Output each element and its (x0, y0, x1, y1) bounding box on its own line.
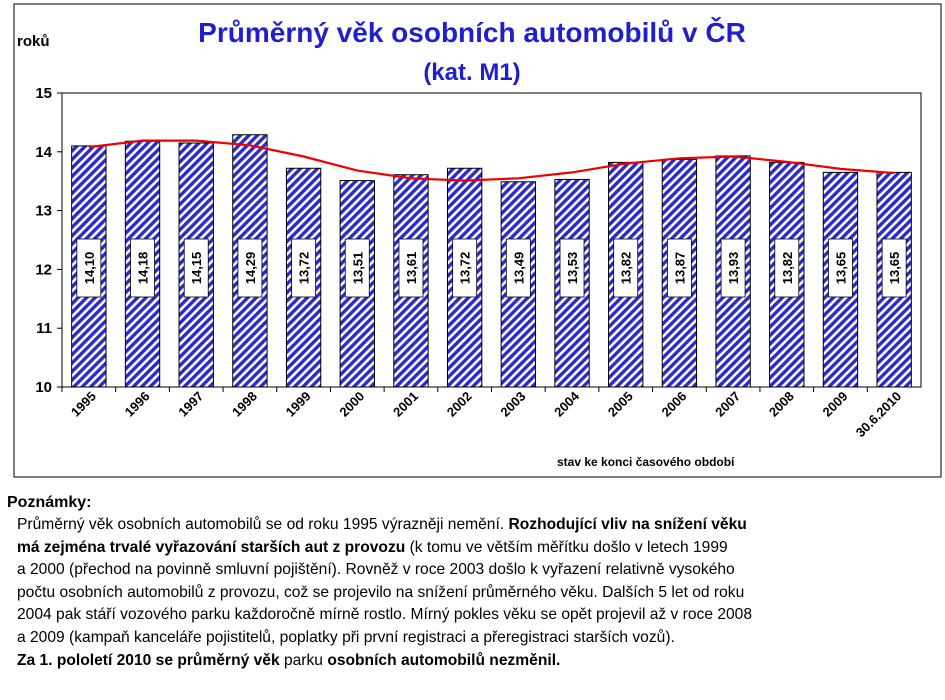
y-tick-label: 15 (35, 85, 52, 102)
notes-heading: Poznámky: (7, 494, 92, 511)
notes-body: Průměrný věk osobních automobilů se od r… (7, 514, 943, 672)
bar-value-label: 13,93 (726, 252, 741, 285)
bar-value-label: 14,15 (189, 252, 204, 285)
bar-value-box (667, 238, 692, 298)
bar-value-box (291, 238, 316, 298)
notes-line: a 2000 (přechod na povinně smluvní pojiš… (17, 559, 943, 582)
bar-value-label: 14,10 (82, 252, 97, 285)
notes-line: počtu osobních automobilů z provozu, což… (17, 582, 943, 605)
bar-value-box (344, 238, 370, 298)
bar-value-box (613, 238, 639, 298)
bar-value-label: 13,65 (833, 252, 848, 285)
bar-value-label: 13,72 (297, 252, 312, 285)
y-axis: 10 11 12 13 14 15 (35, 85, 62, 396)
notes-section: Poznámky: Průměrný věk osobních automobi… (7, 492, 943, 672)
notes-text: parku (279, 651, 328, 669)
bar-value-label: 13,65 (887, 252, 902, 285)
bar-value-box (452, 238, 478, 298)
bar-value-label: 13,61 (404, 252, 419, 285)
chart-area: Průměrný věk osobních automobilů v ČR (k… (13, 3, 942, 478)
y-axis-label: roků (17, 33, 50, 50)
bar-value-box (130, 238, 155, 298)
bar-value-label: 14,18 (136, 252, 151, 285)
notes-text: 2004 pak stáří vozového parku každoročně… (17, 606, 753, 624)
bar-value-label: 13,51 (350, 252, 365, 285)
bar-value-label: 13,87 (672, 252, 687, 285)
x-axis-label: stav ke konci časového období (557, 455, 735, 469)
bar-value-box (828, 238, 853, 298)
notes-text: Průměrný věk osobních automobilů se od r… (17, 516, 509, 533)
notes-text: a 2000 (přechod na povinně smluvní pojiš… (17, 561, 735, 579)
bar-value-box (720, 238, 746, 298)
notes-line: Za 1. pololetí 2010 se průměrný věk park… (17, 650, 943, 673)
notes-bold-text: Rozhodující vliv na snížení věku (508, 516, 747, 533)
notes-text: a 2009 (kampaň kanceláře pojistitelů, po… (17, 628, 675, 646)
chart-title: Průměrný věk osobních automobilů v ČR (198, 16, 746, 48)
notes-line: Průměrný věk osobních automobilů se od r… (17, 514, 943, 537)
notes-text: (k tomu ve větším měřítku došlo v letech… (405, 538, 728, 556)
bar-value-label: 13,72 (458, 252, 473, 285)
bar-value-box (183, 238, 209, 298)
notes-bold-text: má zejména trvalé vyřazování starších au… (17, 538, 406, 556)
y-tick-label: 14 (35, 144, 52, 161)
bar-chart: Průměrný věk osobních automobilů v ČR (k… (13, 3, 942, 478)
data-labels: 14,10 14,18 14,15 14,29 13,72 13,51 13,61 13,72… (76, 238, 907, 298)
bar-value-label: 13,49 (511, 252, 526, 285)
notes-line: 2004 pak stáří vozového parku každoročně… (17, 604, 943, 627)
notes-bold-text: osobních automobilů nezměnil. (327, 651, 561, 669)
bar-value-box (881, 238, 907, 298)
notes-text: počtu osobních automobilů z provozu, což… (17, 583, 745, 601)
notes-line: a 2009 (kampaň kanceláře pojistitelů, po… (17, 627, 943, 650)
trend-line (88, 139, 895, 182)
y-tick-label: 13 (35, 203, 52, 220)
bar-value-box (76, 238, 102, 298)
bar-value-label: 14,29 (243, 252, 258, 285)
bar-value-label: 13,82 (619, 252, 634, 285)
notes-bold-text: Za 1. pololetí 2010 se průměrný věk (17, 651, 280, 669)
notes-line: má zejména trvalé vyřazování starších au… (17, 537, 943, 560)
chart-subtitle: (kat. M1) (423, 59, 520, 86)
bar-value-label: 13,82 (780, 252, 795, 285)
y-tick-label: 11 (36, 320, 52, 337)
bar-value-box (398, 238, 424, 298)
bar-value-box (505, 238, 531, 298)
bar-value-box (774, 238, 800, 298)
bar-value-box (559, 238, 585, 298)
y-tick-label: 12 (35, 261, 52, 278)
bar-value-label: 13,53 (565, 252, 580, 285)
y-tick-label: 10 (35, 379, 52, 396)
bar-value-box (237, 238, 263, 298)
